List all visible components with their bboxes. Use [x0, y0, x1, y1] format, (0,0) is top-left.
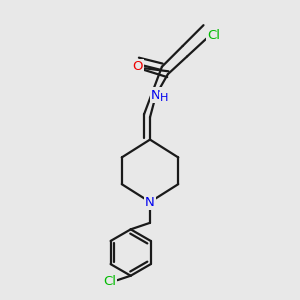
- Text: O: O: [132, 60, 142, 73]
- Text: N: N: [151, 88, 161, 101]
- Text: H: H: [160, 93, 169, 103]
- Text: N: N: [145, 196, 155, 208]
- Text: Cl: Cl: [103, 275, 116, 288]
- Text: Cl: Cl: [207, 29, 220, 42]
